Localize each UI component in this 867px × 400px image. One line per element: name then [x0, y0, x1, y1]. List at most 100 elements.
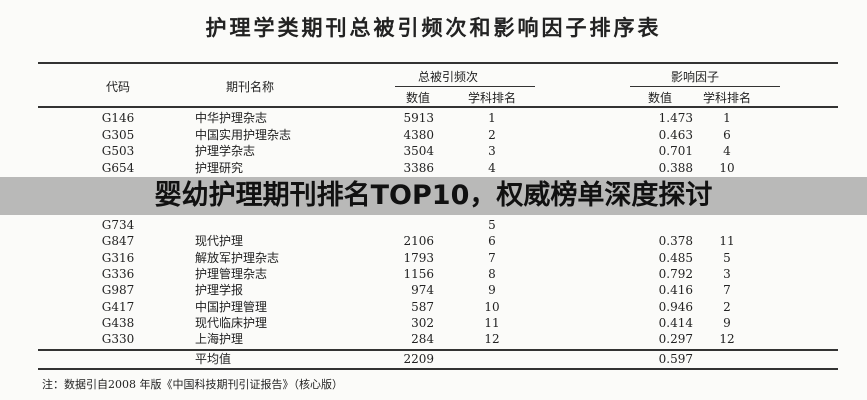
- citation-rank: 4: [488, 160, 496, 175]
- average-rule: [38, 349, 838, 351]
- citation-rank: 1: [488, 111, 496, 125]
- table-row: G438 现代临床护理 302 11 0.414 9: [0, 316, 867, 332]
- citation-count: 2106: [403, 234, 434, 249]
- code: G330: [101, 332, 135, 347]
- average-label: 平均值: [195, 352, 232, 366]
- code: G847: [101, 234, 135, 249]
- table-row: G734 5: [0, 218, 867, 234]
- average-cites: 2209: [403, 352, 434, 366]
- footnote: 注：数据引自2008 年版《中国科技期刊引证报告》（核心版）: [42, 378, 343, 391]
- journal-name: 中国护理管理: [195, 299, 268, 314]
- journal-name: 中国实用护理杂志: [195, 127, 292, 142]
- code: G146: [101, 111, 135, 125]
- citation-count: 3386: [403, 160, 434, 175]
- citation-rank: 8: [488, 266, 496, 281]
- citation-count: 3504: [403, 144, 434, 158]
- table-row: G503 护理学杂志 3504 3 0.701 4: [0, 144, 867, 160]
- citation-rank: 2: [488, 127, 496, 142]
- table-title: 护理学类期刊总被引频次和影响因子排序表: [205, 15, 662, 40]
- code: G438: [101, 315, 135, 330]
- journal-name: 解放军护理杂志: [195, 250, 280, 265]
- journal-name: 中华护理杂志: [195, 111, 268, 125]
- banner-title: 婴幼护理期刊排名TOP10，权威榜单深度探讨: [154, 180, 713, 211]
- journal-name: 护理学报: [195, 283, 244, 298]
- table-row: G316 解放军护理杂志 1793 7 0.485 5: [0, 251, 867, 267]
- table-row: G417 中国护理管理 587 10 0.946 2: [0, 300, 867, 316]
- journal-name: 现代护理: [195, 234, 244, 249]
- header-cite-value: 数值: [405, 91, 431, 105]
- impact-factor: 0.297: [658, 332, 693, 347]
- citation-rank: 10: [484, 299, 500, 314]
- citation-count: 587: [411, 299, 434, 314]
- table-row: G305 中国实用护理杂志 4380 2 0.463 6: [0, 128, 867, 144]
- overlay-banner: 婴幼护理期刊排名TOP10，权威榜单深度探讨: [0, 177, 867, 215]
- citation-count: 1156: [403, 266, 434, 281]
- citation-rank: 7: [488, 250, 496, 265]
- citation-rank: 3: [488, 144, 496, 158]
- citation-rank: 11: [484, 315, 500, 330]
- sub-rule: [630, 86, 780, 87]
- citation-rank: 12: [484, 332, 500, 347]
- impact-rank: 2: [723, 299, 731, 314]
- sub-rule: [395, 86, 535, 87]
- impact-factor: 0.485: [658, 250, 693, 265]
- impact-factor: 0.701: [658, 144, 693, 158]
- impact-rank: 7: [723, 283, 731, 298]
- citation-count: 5913: [403, 111, 434, 125]
- header-citations: 总被引频次: [417, 70, 479, 84]
- citation-rank: 9: [488, 283, 496, 298]
- impact-factor: 0.946: [658, 299, 693, 314]
- impact-factor: 0.414: [658, 315, 693, 330]
- code: G503: [101, 144, 135, 158]
- impact-rank: 4: [723, 144, 731, 158]
- impact-rank: 3: [723, 266, 731, 281]
- impact-rank: 12: [719, 332, 735, 347]
- impact-rank: 9: [723, 315, 731, 330]
- header-rule: [38, 106, 838, 108]
- citation-count: 974: [411, 283, 434, 298]
- impact-factor: 0.378: [658, 234, 693, 249]
- citation-rank: 6: [488, 234, 496, 249]
- citation-count: 1793: [403, 250, 434, 265]
- table-row: G847 现代护理 2106 6 0.378 11: [0, 234, 867, 250]
- journal-name: 护理学杂志: [195, 144, 256, 158]
- impact-factor: 0.388: [658, 160, 693, 175]
- citation-count: 4380: [403, 127, 434, 142]
- table-row: G336 护理管理杂志 1156 8 0.792 3: [0, 267, 867, 283]
- code: G305: [101, 127, 135, 142]
- impact-factor: 0.416: [658, 283, 693, 298]
- table-row: G146 中华护理杂志 5913 1 1.473 1: [0, 111, 867, 127]
- table-row: G330 上海护理 284 12 0.297 12: [0, 332, 867, 348]
- journal-name: 护理管理杂志: [195, 266, 268, 281]
- header-name: 期刊名称: [225, 80, 275, 94]
- impact-factor: 0.463: [658, 127, 693, 142]
- impact-rank: 1: [723, 111, 731, 125]
- code: G654: [101, 160, 135, 175]
- journal-name: 上海护理: [195, 332, 244, 347]
- average-if: 0.597: [658, 352, 693, 366]
- impact-factor: 1.473: [658, 111, 693, 125]
- impact-rank: 5: [723, 250, 731, 265]
- citation-count: 302: [411, 315, 434, 330]
- code: G316: [101, 250, 135, 265]
- code: G734: [101, 218, 135, 232]
- table-row: G987 护理学报 974 9 0.416 7: [0, 283, 867, 299]
- impact-factor: 0.792: [658, 266, 693, 281]
- code: G336: [101, 266, 135, 281]
- header-if-rank: 学科排名: [702, 91, 752, 105]
- header-cite-rank: 学科排名: [467, 91, 517, 105]
- citation-count: 284: [411, 332, 434, 347]
- citation-rank: 5: [488, 218, 496, 232]
- top-rule: [38, 62, 838, 64]
- header-code: 代码: [105, 80, 131, 94]
- impact-rank: 6: [723, 127, 731, 142]
- bottom-rule: [38, 368, 838, 370]
- header-if-value: 数值: [647, 91, 673, 105]
- code: G417: [101, 299, 135, 314]
- code: G987: [101, 283, 135, 298]
- journal-name: 护理研究: [195, 160, 244, 175]
- impact-rank: 10: [719, 160, 735, 175]
- journal-name: 现代临床护理: [195, 315, 268, 330]
- impact-rank: 11: [719, 234, 735, 249]
- table-row: G654 护理研究 3386 4 0.388 10: [0, 161, 867, 177]
